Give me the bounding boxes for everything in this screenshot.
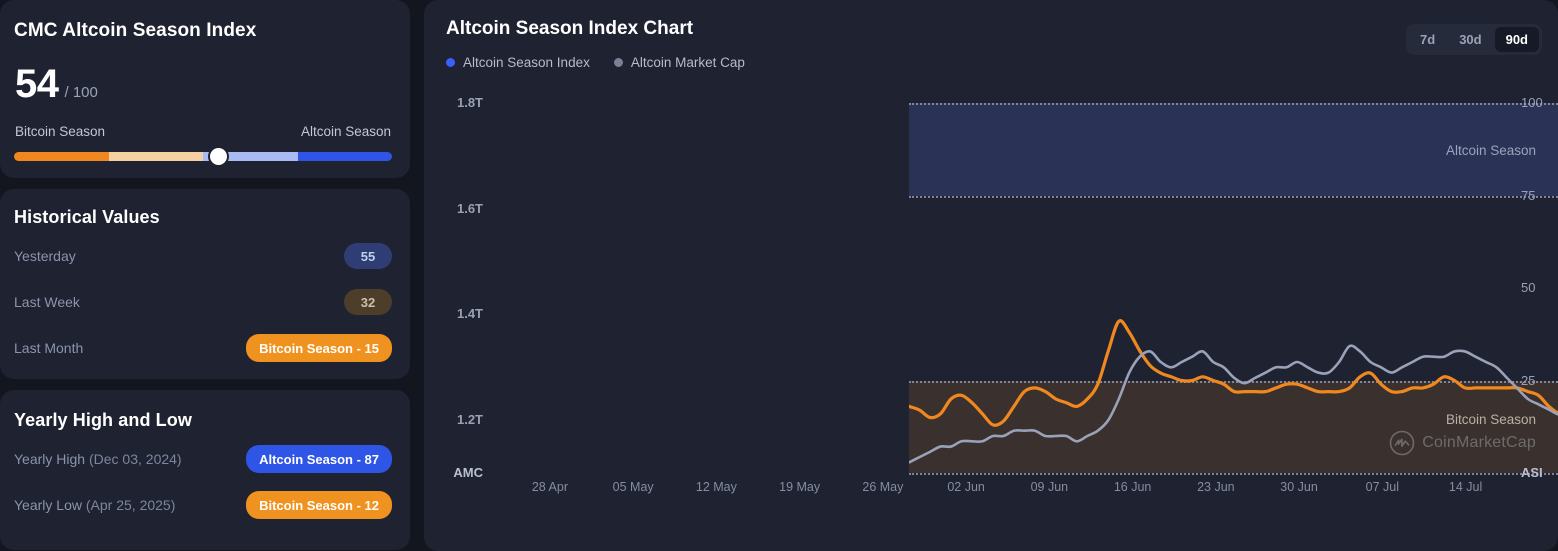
y-axis-left-tick: 1.8T xyxy=(456,95,483,110)
y-axis-left-title: AMC xyxy=(453,465,483,480)
series-line-altcoin-season-index xyxy=(909,273,1558,425)
historical-value-yesterday: 55 xyxy=(344,243,392,269)
yearly-high-value: Altcoin Season - 87 xyxy=(246,445,392,473)
historical-title: Historical Values xyxy=(14,207,160,227)
yearly-title: Yearly High and Low xyxy=(14,410,192,430)
yearly-high-label-text: Yearly High xyxy=(14,451,86,467)
watermark-text: CoinMarketCap xyxy=(1422,434,1536,451)
y-axis-right-tick: 100 xyxy=(1521,95,1543,110)
season-labels: Bitcoin Season Altcoin Season xyxy=(14,124,392,139)
gridline xyxy=(909,473,1558,475)
index-score: 54 xyxy=(15,62,59,106)
table-row: Last Week 32 xyxy=(14,284,392,320)
historical-value-last-month: Bitcoin Season - 15 xyxy=(246,334,392,362)
y-axis-left-tick: 1.4T xyxy=(456,306,483,322)
gridline xyxy=(909,380,1558,383)
x-axis-tick: 26 May xyxy=(862,480,904,494)
legend-label-market-cap: Altcoin Market Cap xyxy=(630,55,745,70)
chart-series-svg xyxy=(909,103,1558,473)
gridline xyxy=(909,195,1558,198)
range-toggle-group: 7d 30d 90d xyxy=(1406,24,1542,55)
x-axis-tick: 05 May xyxy=(612,480,654,494)
season-slider[interactable] xyxy=(14,147,392,165)
index-summary-card: CMC Altcoin Season Index 54 / 100 Bitcoi… xyxy=(0,0,410,178)
altcoin-season-band xyxy=(909,103,1558,196)
chart-card: Altcoin Season Index Chart Altcoin Seaso… xyxy=(424,0,1558,551)
x-axis-tick: 28 Apr xyxy=(531,480,568,494)
table-row: Yesterday 55 xyxy=(14,238,392,274)
table-row: Yearly High (Dec 03, 2024) Altcoin Seaso… xyxy=(14,441,392,477)
yearly-low-label: Yearly Low (Apr 25, 2025) xyxy=(14,497,175,513)
x-axis-tick: 19 May xyxy=(779,480,821,494)
historical-values-card: Historical Values Yesterday 55 Last Week… xyxy=(0,189,410,379)
yearly-low-value: Bitcoin Season - 12 xyxy=(246,491,392,519)
right-column: Altcoin Season Index Chart Altcoin Seaso… xyxy=(410,0,1558,551)
yearly-low-label-text: Yearly Low xyxy=(14,497,82,513)
x-axis-tick: 02 Jun xyxy=(947,480,985,494)
yearly-high-label: Yearly High (Dec 03, 2024) xyxy=(14,451,182,467)
legend-dot-icon xyxy=(613,58,623,67)
chart-legend: Altcoin Season Index Altcoin Market Cap xyxy=(446,55,1542,70)
left-column: CMC Altcoin Season Index 54 / 100 Bitcoi… xyxy=(0,0,410,551)
range-button-90d[interactable]: 90d xyxy=(1494,27,1539,52)
index-denominator: / 100 xyxy=(64,84,98,101)
historical-value-last-week: 32 xyxy=(344,289,392,315)
y-axis-right-tick: 50 xyxy=(1521,280,1536,295)
coinmarketcap-logo-icon xyxy=(1389,430,1415,456)
x-axis-tick: 16 Jun xyxy=(1113,480,1152,494)
yearly-low-date: (Apr 25, 2025) xyxy=(85,497,176,513)
series-line-altcoin-market-cap xyxy=(909,166,1558,462)
zone-label-altcoin: Altcoin Season xyxy=(1445,143,1536,158)
x-axis-tick: 12 May xyxy=(695,480,737,494)
yearly-high-date: (Dec 03, 2024) xyxy=(88,451,182,467)
yearly-high-low-card: Yearly High and Low Yearly High (Dec 03,… xyxy=(0,390,410,550)
slider-segment-altcoin-strong xyxy=(297,152,392,161)
altcoin-season-label: Altcoin Season xyxy=(300,124,391,139)
x-axis-tick: 14 Jul xyxy=(1448,480,1483,494)
y-axis-left-tick: 1.6T xyxy=(456,200,483,216)
bitcoin-season-label: Bitcoin Season xyxy=(15,124,106,139)
table-row: Last Month Bitcoin Season - 15 xyxy=(14,330,392,366)
slider-track xyxy=(14,152,392,161)
x-axis-tick: 09 Jun xyxy=(1030,480,1069,494)
historical-label-yesterday: Yesterday xyxy=(14,248,76,264)
range-button-30d[interactable]: 30d xyxy=(1459,32,1482,47)
y-axis-right-tick: 75 xyxy=(1521,187,1536,203)
legend-item-asi[interactable]: Altcoin Season Index xyxy=(446,55,590,70)
y-axis-right-title: ASI xyxy=(1521,465,1543,480)
y-axis-right-tick: 25 xyxy=(1521,372,1536,388)
slider-segment-bitcoin-strong xyxy=(14,152,109,161)
legend-label-asi: Altcoin Season Index xyxy=(463,55,590,70)
historical-label-last-month: Last Month xyxy=(14,340,84,356)
historical-label-last-week: Last Week xyxy=(14,294,80,310)
range-button-7d[interactable]: 7d xyxy=(1420,32,1436,47)
x-axis-tick: 07 Jul xyxy=(1365,480,1399,494)
chart-title: Altcoin Season Index Chart xyxy=(446,18,694,39)
coinmarketcap-watermark: CoinMarketCap xyxy=(1389,430,1536,456)
slider-segment-altcoin-light xyxy=(203,152,298,161)
zone-label-bitcoin: Bitcoin Season xyxy=(1445,412,1536,427)
x-axis-tick: 30 Jun xyxy=(1280,480,1318,494)
page-title: CMC Altcoin Season Index xyxy=(14,20,257,41)
table-row: Yearly Low (Apr 25, 2025) Bitcoin Season… xyxy=(14,487,392,523)
score-row: 54 / 100 xyxy=(15,64,392,104)
slider-segment-bitcoin-light xyxy=(108,152,203,161)
legend-dot-icon xyxy=(446,58,455,67)
y-axis-left-tick: 1.2T xyxy=(456,412,483,428)
x-axis-tick: 23 Jun xyxy=(1197,480,1235,494)
legend-item-market-cap[interactable]: Altcoin Market Cap xyxy=(613,55,745,70)
bitcoin-season-band xyxy=(909,380,1558,473)
gridline xyxy=(909,103,1558,105)
slider-knob[interactable] xyxy=(209,148,227,165)
chart-plot-area[interactable] xyxy=(909,103,1558,475)
